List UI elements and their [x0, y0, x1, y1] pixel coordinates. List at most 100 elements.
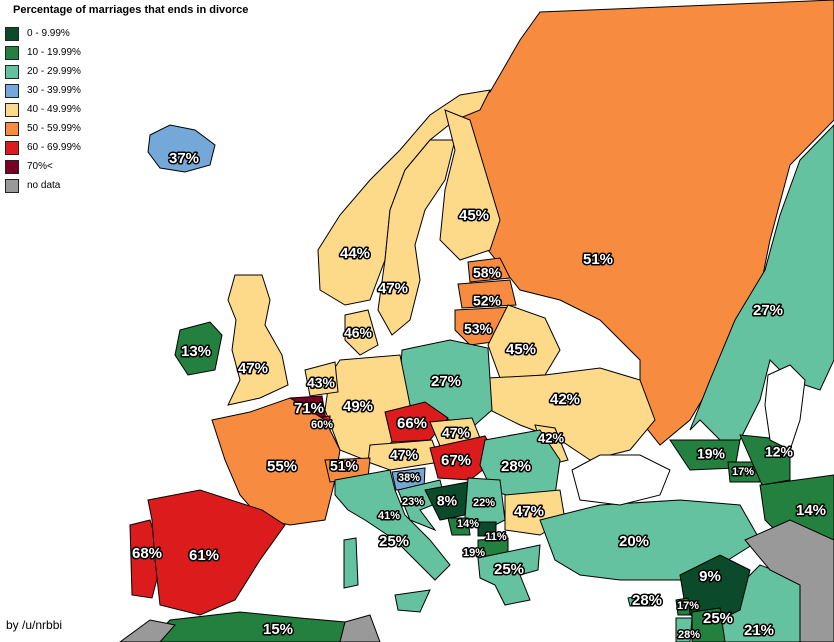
value-label-italy-south-: 25% [379, 533, 409, 550]
country-france [211, 397, 341, 526]
value-label-luxembourg: 60% [311, 419, 333, 431]
country-no-data-africa-west [119, 619, 176, 642]
legend-swatch [5, 45, 19, 60]
value-label-greece: 25% [494, 561, 524, 578]
value-label-sweden: 47% [378, 280, 408, 297]
value-label-serbia: 22% [473, 497, 495, 509]
value-label-switzerland: 51% [330, 458, 359, 474]
legend-swatch [5, 26, 19, 41]
value-label-germany: 49% [343, 398, 373, 415]
map-title: Percentage of marriages that ends in div… [13, 4, 249, 16]
value-label-finland: 45% [459, 207, 489, 224]
value-label-russia: 51% [583, 251, 613, 268]
legend-label: 70%< [27, 161, 53, 172]
legend-swatch [5, 121, 19, 136]
legend-item: no data [5, 176, 248, 195]
credit-text: by /u/nrbbi [6, 618, 63, 632]
legend-label: 40 - 49.99% [27, 104, 81, 115]
legend-item: 0 - 9.99% [5, 24, 248, 43]
country-finland [439, 109, 501, 261]
value-label-north-macedonia: 19% [463, 547, 485, 559]
value-label-israel: 28% [678, 629, 700, 641]
value-label-austria: 47% [390, 447, 419, 463]
country-netherlands [304, 361, 339, 397]
legend-swatch [5, 102, 19, 117]
country-spain [147, 489, 286, 616]
value-label-jordan: 25% [703, 610, 733, 627]
value-label-france: 55% [267, 458, 297, 475]
country-montenegro [447, 517, 471, 536]
value-label-estonia: 58% [473, 265, 502, 281]
caspian-sea [764, 364, 806, 451]
country-armenia [727, 461, 761, 483]
value-label-latvia: 52% [473, 293, 502, 309]
country-united-kingdom [227, 274, 289, 406]
country-greece [477, 544, 541, 606]
country-no-data-east [744, 519, 834, 642]
country-italy [334, 469, 451, 581]
country-kazakhstan [689, 124, 834, 441]
country-algeria [149, 611, 346, 642]
value-label-ireland: 13% [181, 343, 211, 360]
value-label-united-kingdom: 47% [238, 360, 268, 377]
legend-item: 20 - 29.99% [5, 62, 248, 81]
value-label-netherlands: 43% [307, 375, 336, 391]
country-sweden [377, 139, 456, 336]
legend-swatch [5, 178, 19, 193]
legend-swatch [5, 64, 19, 79]
value-label-kosovo: 11% [485, 531, 507, 543]
country-estonia [467, 257, 511, 283]
value-label-turkey: 20% [619, 533, 649, 550]
legend-swatch [5, 159, 19, 174]
country-no-data-africa-east [339, 614, 381, 642]
country-ukraine [487, 367, 656, 461]
country-sicily [394, 589, 431, 613]
value-label-iraq: 21% [744, 622, 774, 639]
value-label-armenia: 17% [732, 466, 754, 478]
value-label-slovenia: 38% [398, 472, 420, 484]
value-label-belarus: 45% [506, 341, 536, 358]
legend-label: 30 - 39.99% [27, 85, 81, 96]
legend-swatch [5, 140, 19, 155]
black-sea [571, 454, 671, 506]
value-label-moldova: 42% [538, 430, 564, 445]
value-label-iran: 14% [796, 502, 826, 519]
country-cyprus [627, 593, 653, 607]
legend-label: 60 - 69.99% [27, 142, 81, 153]
legend-rows: 0 - 9.99% 10 - 19.99% 20 - 29.99% 30 - 39.9… [5, 24, 248, 195]
value-label-czech-republic: 66% [397, 415, 427, 432]
country-norway [317, 89, 491, 306]
value-label-montenegro: 14% [457, 518, 479, 530]
value-label-syria: 9% [699, 568, 721, 585]
country-latvia [457, 279, 517, 309]
value-label-lebanon: 17% [677, 600, 699, 612]
legend-item: 60 - 69.99% [5, 138, 248, 157]
value-label-iceland: 37% [169, 150, 199, 167]
value-label-cyprus: 28% [632, 592, 662, 609]
value-label-portugal: 68% [132, 545, 162, 562]
value-label-italy: 41% [378, 510, 400, 522]
legend-swatch [5, 83, 19, 98]
country-denmark [344, 309, 379, 356]
value-label-kazakhstan: 27% [753, 302, 783, 319]
value-label-belgium: 71% [294, 400, 324, 417]
legend-item: 70%< [5, 157, 248, 176]
legend-label: no data [27, 180, 61, 191]
value-label-azerbaijan: 12% [765, 444, 794, 460]
legend-item: 10 - 19.99% [5, 43, 248, 62]
country-ireland [174, 321, 223, 376]
value-label-ukraine: 42% [550, 391, 580, 408]
value-label-spain: 61% [189, 547, 219, 564]
value-label-croatia: 23% [402, 496, 424, 508]
value-label-algeria: 15% [263, 621, 293, 638]
legend-item: 30 - 39.99% [5, 81, 248, 100]
country-iceland [147, 124, 216, 173]
legend-label: 10 - 19.99% [27, 47, 81, 58]
country-sardinia [343, 537, 359, 589]
value-label-bosnia-and-herzegovina: 8% [437, 493, 458, 509]
country-jordan [691, 607, 726, 642]
value-label-lithuania: 53% [464, 321, 493, 337]
legend-item: 50 - 59.99% [5, 119, 248, 138]
